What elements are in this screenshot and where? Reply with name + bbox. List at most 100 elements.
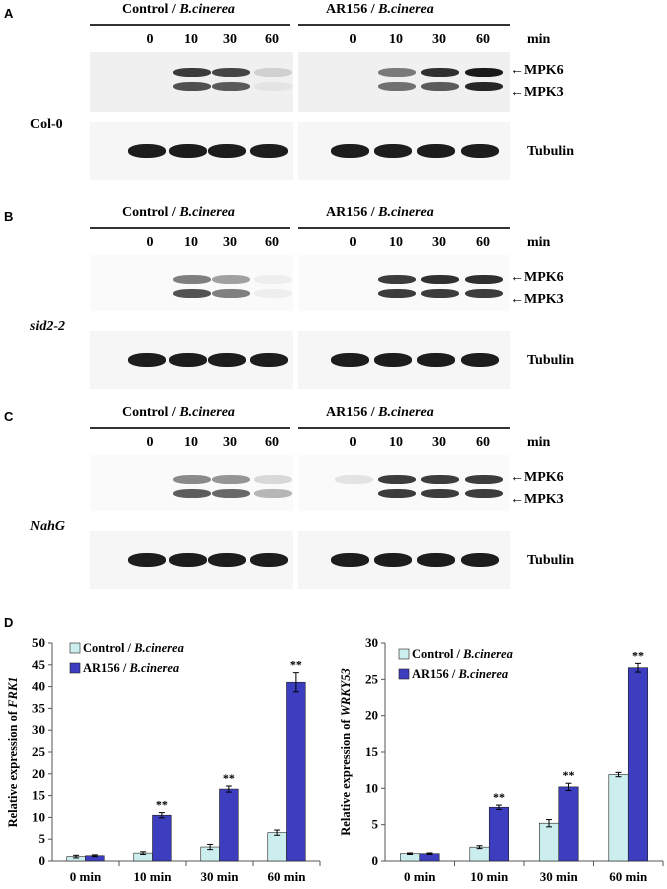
tubulin-label: Tubulin [527, 553, 574, 568]
significance-marker: ** [493, 790, 505, 804]
y-tick-label: 35 [32, 700, 46, 715]
left-arrow-icon: ← [510, 492, 524, 507]
tubulin-band [417, 553, 455, 567]
category-label: 60 min [609, 869, 648, 884]
category-label: 30 min [540, 869, 579, 884]
divider-treated [298, 427, 510, 429]
bar-control [608, 774, 629, 862]
mpk6-band [212, 475, 250, 484]
condition-label-treated: AR156 / B.cinerea [326, 205, 434, 221]
timepoint-label: 10 [389, 235, 403, 250]
mpk3-band [212, 289, 250, 298]
timepoint-label: 60 [265, 235, 279, 250]
mpk3-band [173, 82, 211, 91]
tubulin-band [208, 553, 246, 567]
mpk3-band [465, 82, 503, 91]
condition-pathogen: B.cinerea [378, 2, 434, 17]
y-tick-label: 30 [365, 635, 378, 650]
mpk3-band [254, 489, 292, 498]
y-tick-label: 15 [365, 744, 379, 759]
mpk3-band [421, 489, 459, 498]
category-label: 10 min [470, 869, 509, 884]
mpk6-band [378, 275, 416, 284]
bar-ar156 [488, 806, 510, 862]
condition-pathogen: B.cinerea [378, 205, 434, 220]
mpk3-band [212, 82, 250, 91]
bar-ar156 [558, 786, 579, 862]
timepoint-label: 60 [265, 435, 279, 450]
tubulin-band [374, 144, 412, 158]
left-arrow-icon: ← [510, 270, 524, 285]
mpk6-label-text: MPK6 [524, 63, 564, 78]
y-tick-label: 10 [32, 809, 45, 824]
condition-separator: / [370, 405, 375, 420]
timepoint-label: 10 [389, 32, 403, 47]
tubulin-label: Tubulin [527, 144, 574, 159]
bar-ar156 [286, 681, 306, 862]
tubulin-band [128, 353, 166, 367]
mpk6-band [254, 68, 292, 77]
tubulin-band [128, 144, 166, 158]
significance-marker: ** [290, 658, 302, 672]
timepoint-label: 0 [146, 435, 154, 450]
panel-label-d: D [4, 615, 14, 630]
condition-label-treated: AR156 / B.cinerea [326, 405, 434, 421]
legend-label: AR156 / B.cinerea [83, 661, 179, 675]
y-tick-label: 30 [32, 722, 45, 737]
timepoint-label: 0 [349, 235, 357, 250]
mpk6-band [465, 275, 503, 284]
legend-swatch [69, 662, 81, 674]
timepoint-label: 0 [146, 235, 154, 250]
bar-control [538, 822, 560, 862]
y-axis-label-prefix: Relative expression of [6, 708, 20, 828]
mpk3-label: ←MPK3 [510, 85, 564, 101]
timepoint-label: 30 [223, 235, 237, 250]
condition-pathogen: B.cinerea [378, 405, 434, 420]
y-axis-label-prefix: Relative expression of [339, 716, 353, 836]
condition-strain: Control [122, 2, 169, 17]
legend-pathogen: B.cinerea [133, 641, 184, 655]
left-arrow-icon: ← [510, 292, 524, 307]
tubulin-label: Tubulin [527, 353, 574, 368]
mpk6-band [378, 475, 416, 484]
y-tick-label: 15 [32, 788, 46, 803]
mpk3-band [378, 289, 416, 298]
mpk3-band [465, 289, 503, 298]
y-axis-label: Relative expression of FRK1 [6, 677, 20, 828]
mpk6-band [378, 68, 416, 77]
tubulin-band [374, 553, 412, 567]
tubulin-band [128, 553, 166, 567]
condition-separator: / [370, 205, 375, 220]
y-tick-label: 5 [372, 817, 379, 832]
y-tick-label: 20 [365, 708, 378, 723]
legend-pathogen: B.cinerea [458, 667, 509, 681]
mpk6-band [465, 68, 503, 77]
bar-ar156 [219, 788, 239, 862]
y-axis-label: Relative expression of WRKY53 [339, 668, 353, 835]
time-unit-label: min [527, 235, 551, 250]
legend-swatch [398, 648, 410, 660]
tubulin-band [417, 144, 455, 158]
mpk6-band [173, 68, 211, 77]
tubulin-band [374, 353, 412, 367]
mpk3-label-text: MPK3 [524, 492, 564, 507]
y-tick-label: 20 [32, 766, 45, 781]
divider-treated [298, 24, 510, 26]
mpk6-band [173, 275, 211, 284]
tubulin-band [208, 353, 246, 367]
y-tick-label: 40 [32, 679, 45, 694]
mpk3-band [421, 289, 459, 298]
significance-marker: ** [156, 798, 168, 812]
timepoint-label: 10 [184, 235, 198, 250]
mpk6-band [212, 68, 250, 77]
bar-control [267, 832, 287, 862]
tubulin-band [169, 144, 207, 158]
bar-ar156 [627, 667, 649, 862]
condition-pathogen: B.cinerea [179, 2, 235, 17]
legend-strain: Control / [83, 641, 134, 655]
condition-separator: / [171, 405, 176, 420]
mpk3-label: ←MPK3 [510, 492, 564, 508]
mpk6-band [173, 475, 211, 484]
mpk3-band [378, 82, 416, 91]
genotype-label: sid2-2 [30, 319, 65, 334]
